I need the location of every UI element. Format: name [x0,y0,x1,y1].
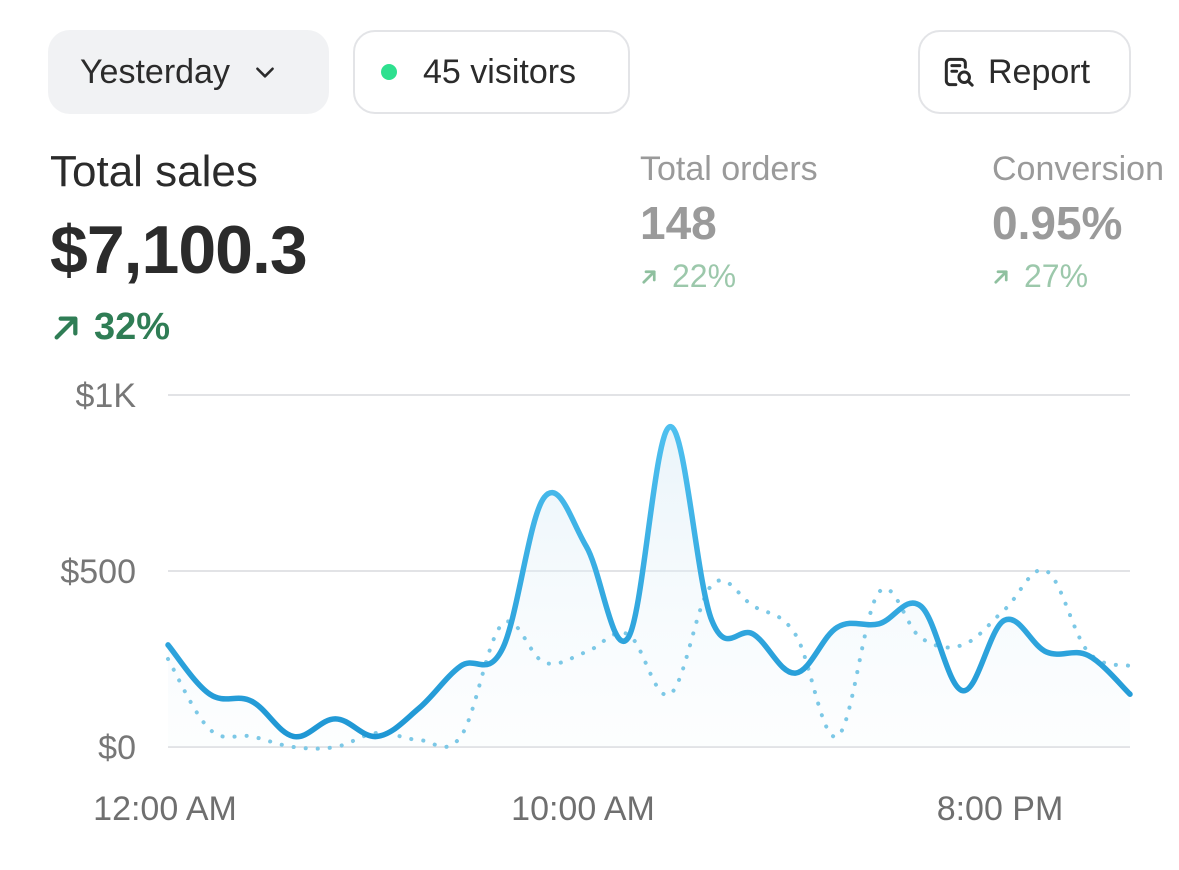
total-sales-label: Total sales [50,147,258,196]
total-sales-delta-value: 32% [94,306,171,348]
total-sales-delta: 32% [50,306,307,349]
report-label: Report [988,52,1091,91]
total-orders-value: 148 [640,197,717,249]
total-sales-metric: Total sales $7,100.3 32% [50,147,308,349]
x-tick-label: 10:00 AM [511,790,655,828]
sales-area-fill [168,426,1130,747]
sales-line-chart: $1K $500 $0 12:00 AM 10:00 AM 8:00 PM [60,377,1133,828]
date-range-dropdown[interactable]: Yesterday [48,30,329,114]
arrow-up-right-icon [994,269,1008,284]
y-tick-label: $1K [76,377,137,415]
conversion-metric[interactable]: Conversion 0.95% 27% [992,152,1179,295]
conversion-delta: 27% [992,258,1179,295]
arrow-up-right-icon [54,316,78,339]
date-range-label: Yesterday [80,52,230,91]
sales-series-line [165,423,1133,740]
arrow-up-right-icon [642,269,656,284]
x-tick-label: 12:00 AM [93,790,237,828]
total-orders-metric[interactable]: Total orders 148 22% [640,152,818,295]
conversion-delta-value: 27% [1024,258,1089,294]
x-tick-label: 8:00 PM [937,790,1064,828]
y-tick-label: $500 [60,553,136,591]
y-tick-label: $0 [98,729,136,767]
conversion-value: 0.95% [992,197,1123,249]
chevron-down-icon [256,67,274,78]
total-orders-delta: 22% [640,258,818,295]
live-visitors-badge[interactable]: 45 visitors [353,30,630,114]
report-button[interactable]: Report [918,30,1131,114]
total-orders-delta-value: 22% [672,258,737,294]
report-search-icon [944,57,974,87]
visitors-count: 45 visitors [423,52,577,91]
live-dot-icon [381,64,397,80]
total-orders-label: Total orders [640,150,818,188]
total-sales-value: $7,100.3 [50,212,308,288]
conversion-label: Conversion [992,152,1164,188]
